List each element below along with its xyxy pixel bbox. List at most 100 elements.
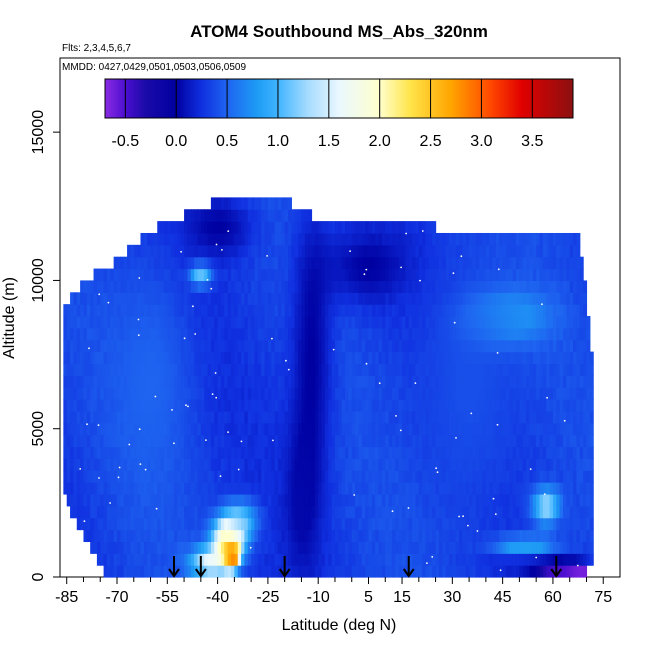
heatmap-cell [220, 256, 225, 270]
heatmap-cell [412, 482, 417, 495]
heatmap-cell [170, 316, 175, 329]
heatmap-cell [445, 565, 450, 578]
heatmap-cell [143, 387, 148, 400]
heatmap-cell [100, 446, 105, 459]
heatmap-cell [472, 541, 477, 554]
heatmap-cell [482, 505, 487, 519]
heatmap-cell [462, 529, 467, 543]
heatmap-cell [234, 458, 239, 471]
heatmap-cell [227, 197, 232, 210]
heatmap-cell [432, 422, 437, 436]
heatmap-cell [227, 541, 232, 554]
heatmap-cell [435, 316, 440, 329]
heatmap-cell [395, 493, 400, 507]
heatmap-cell [237, 351, 242, 365]
sample-point [88, 347, 90, 350]
heatmap-cell [311, 268, 316, 282]
heatmap-cell [90, 339, 95, 353]
heatmap-cell [358, 446, 363, 459]
heatmap-cell [459, 292, 463, 305]
heatmap-cell [438, 280, 443, 293]
x-tick-label: -55 [156, 589, 179, 606]
heatmap-cell [93, 316, 98, 329]
heatmap-cell [492, 316, 497, 329]
heatmap-cell [361, 363, 366, 376]
heatmap-cell [512, 505, 517, 519]
heatmap-cell [509, 565, 514, 578]
heatmap-cell [425, 292, 430, 305]
heatmap-cell [371, 399, 376, 412]
heatmap-cell [231, 363, 235, 376]
heatmap-cell [402, 446, 406, 459]
heatmap-cell [261, 517, 266, 531]
heatmap-cell [455, 327, 460, 341]
heatmap-cell [455, 316, 460, 329]
heatmap-cell [140, 232, 145, 246]
heatmap-cell [341, 280, 346, 293]
heatmap-cell [495, 256, 500, 270]
heatmap-cell [103, 410, 108, 424]
heatmap-cell [187, 351, 192, 365]
heatmap-cell [120, 422, 125, 436]
heatmap-cell [66, 470, 71, 483]
heatmap-cell [220, 505, 225, 519]
heatmap-cell [509, 446, 514, 459]
heatmap-cell [549, 232, 554, 246]
heatmap-cell [234, 434, 239, 448]
heatmap-cell [174, 399, 178, 412]
heatmap-cell [435, 292, 440, 305]
heatmap-cell [167, 304, 172, 317]
heatmap-cell [391, 280, 396, 293]
heatmap-cell [187, 505, 192, 519]
heatmap-cell [529, 316, 534, 329]
heatmap-cell [371, 221, 376, 234]
heatmap-cell [562, 493, 567, 507]
heatmap-cell [351, 316, 356, 329]
heatmap-cell [291, 268, 296, 282]
heatmap-cell [428, 316, 433, 329]
heatmap-cell [368, 470, 373, 483]
heatmap-cell [391, 517, 396, 531]
heatmap-cell [452, 422, 457, 436]
heatmap-cell [385, 399, 390, 412]
heatmap-cell [482, 529, 487, 543]
heatmap-cell [365, 553, 370, 566]
heatmap-cell [244, 529, 249, 543]
heatmap-cell [147, 529, 152, 543]
heatmap-cell [334, 482, 339, 495]
heatmap-cell [301, 244, 306, 258]
heatmap-cell [552, 446, 557, 459]
heatmap-cell [298, 387, 303, 400]
heatmap-cell [207, 470, 212, 483]
heatmap-cell [187, 327, 192, 341]
heatmap-cell [485, 458, 490, 471]
heatmap-cell [254, 363, 259, 376]
heatmap-cell [90, 327, 95, 341]
heatmap-cell [291, 470, 296, 483]
heatmap-cell [170, 292, 175, 305]
heatmap-cell [204, 470, 209, 483]
heatmap-cell [455, 387, 460, 400]
heatmap-cell [90, 434, 95, 448]
heatmap-cell [123, 268, 128, 282]
heatmap-cell [539, 482, 544, 495]
heatmap-cell [569, 232, 574, 246]
heatmap-cell [254, 410, 259, 424]
heatmap-cell [331, 221, 336, 234]
heatmap-cell [546, 304, 551, 317]
heatmap-cell [194, 458, 199, 471]
heatmap-cell [475, 387, 480, 400]
heatmap-cell [402, 268, 406, 282]
heatmap-cell [277, 541, 282, 554]
heatmap-cell [160, 482, 165, 495]
heatmap-cell [301, 470, 306, 483]
heatmap-cell [492, 244, 497, 258]
heatmap-cell [254, 244, 259, 258]
heatmap-cell [492, 470, 497, 483]
heatmap-cell [73, 375, 78, 388]
heatmap-cell [304, 244, 309, 258]
heatmap-cell [177, 268, 182, 282]
heatmap-cell [147, 434, 152, 448]
heatmap-cell [529, 256, 534, 270]
heatmap-cell [117, 493, 121, 507]
